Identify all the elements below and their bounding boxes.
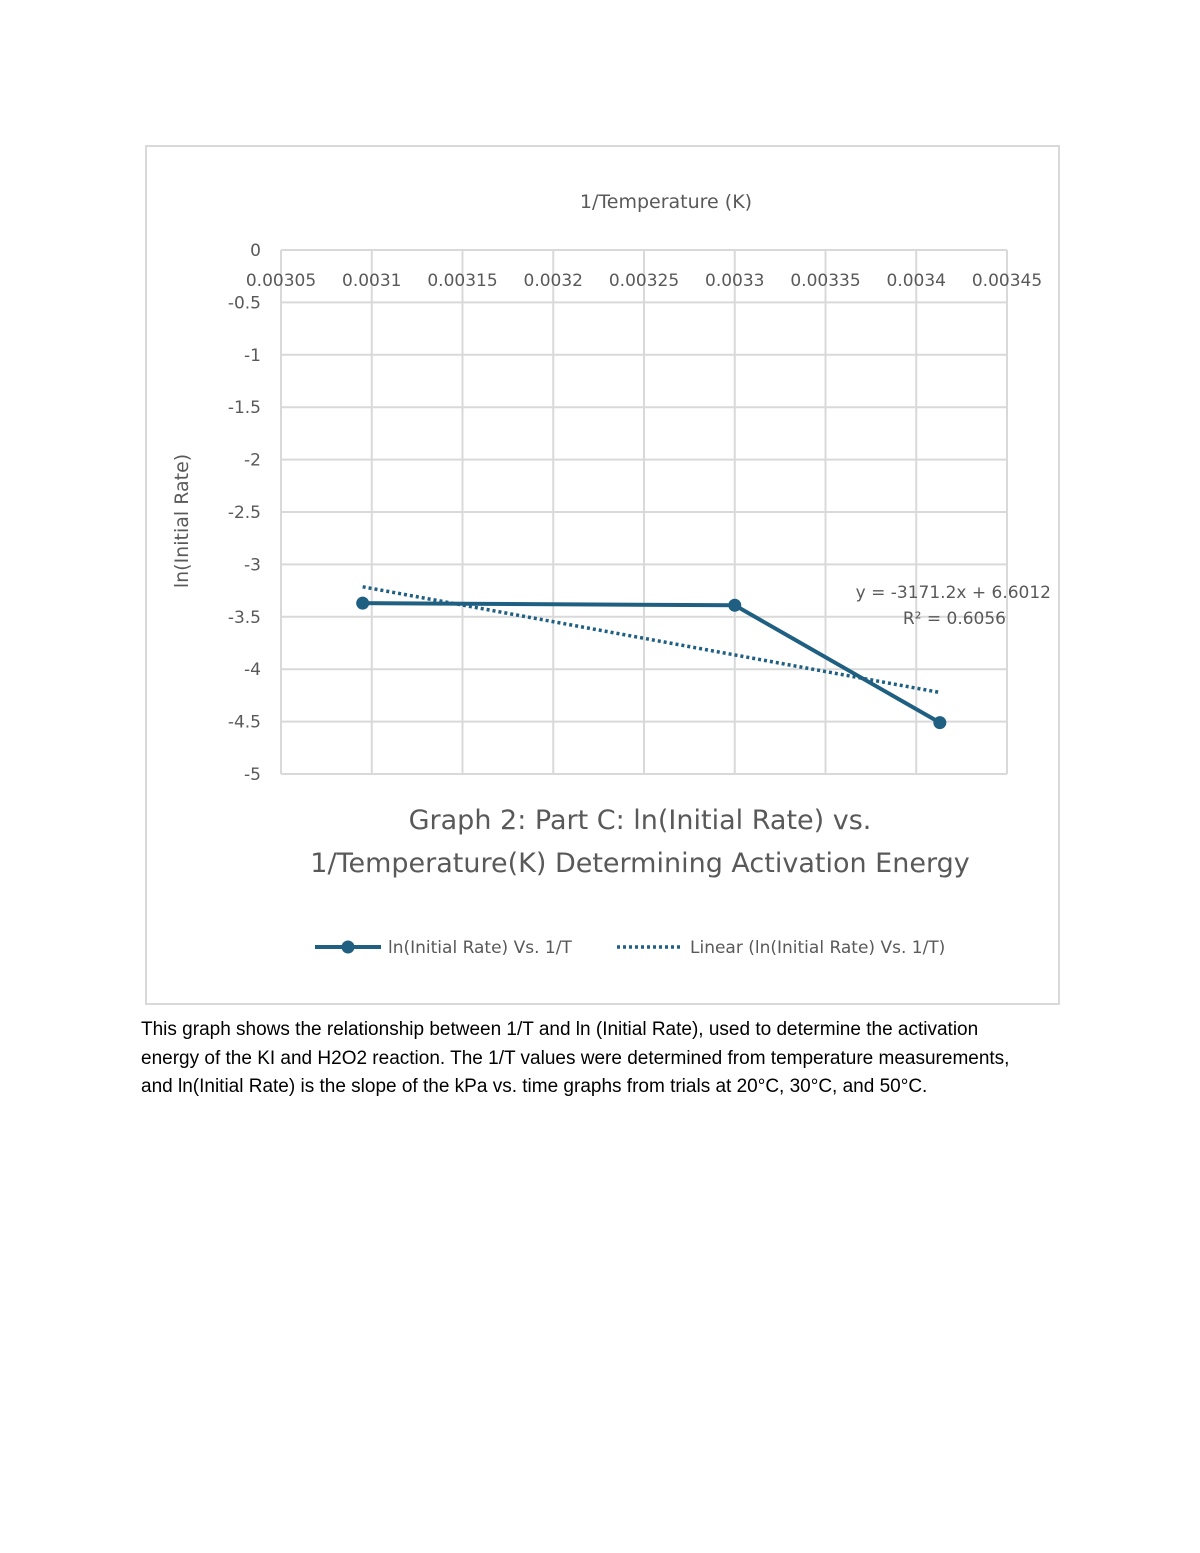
y-tick-label: -2.5 bbox=[228, 503, 261, 523]
chart-title-line-2: 1/Temperature(K) Determining Activation … bbox=[310, 848, 969, 879]
series-layer bbox=[356, 596, 947, 730]
x-tick-label: 0.00345 bbox=[972, 271, 1042, 291]
figure-caption: This graph shows the relationship betwee… bbox=[141, 1019, 1010, 1097]
data-point bbox=[356, 596, 370, 610]
y-tick-label: -0.5 bbox=[228, 293, 261, 313]
x-tick-label: 0.00325 bbox=[609, 271, 679, 291]
x-tick-label: 0.00305 bbox=[246, 271, 316, 291]
chart-title-line-1: Graph 2: Part C: ln(Initial Rate) vs. bbox=[409, 805, 872, 836]
series-line bbox=[362, 601, 941, 725]
chart-svg: 0-0.5-1-1.5-2-2.5-3-3.5-4-4.5-5 0.00305 0… bbox=[171, 191, 1051, 958]
y-axis-title: ln(Initial Rate) bbox=[171, 454, 193, 588]
y-tick-label: -3.5 bbox=[228, 608, 261, 628]
x-axis-title: 1/Temperature (K) bbox=[580, 191, 752, 213]
y-tick-label: -2 bbox=[244, 451, 261, 471]
chart-frame bbox=[145, 145, 1060, 1005]
data-point bbox=[933, 716, 947, 730]
y-tick-label: -4 bbox=[244, 660, 261, 680]
y-tick-label: -1.5 bbox=[228, 398, 261, 418]
trendline-equation: y = -3171.2x + 6.6012 bbox=[856, 583, 1051, 603]
y-tick-labels: 0 -0.5 -1 -1.5 -2 -2.5 -3 -3.5 -4 -4.5 -5 bbox=[228, 241, 261, 785]
legend-series-label: ln(Initial Rate) Vs. 1/T bbox=[388, 938, 572, 958]
grid-lines bbox=[280, 249, 1008, 775]
y-tick-label: -4.5 bbox=[228, 713, 261, 733]
trendline-r2: R² = 0.6056 bbox=[903, 609, 1006, 629]
legend-trend-label: Linear (ln(Initial Rate) Vs. 1/T) bbox=[690, 938, 945, 958]
y-tick-label: 0 bbox=[250, 241, 261, 261]
x-tick-label: 0.0034 bbox=[887, 271, 946, 291]
legend-series-marker bbox=[341, 940, 355, 954]
x-tick-label: 0.00315 bbox=[427, 271, 497, 291]
x-tick-label: 0.0033 bbox=[705, 271, 764, 291]
y-tick-label: -3 bbox=[244, 555, 261, 575]
x-tick-label: 0.0032 bbox=[524, 271, 583, 291]
data-point bbox=[728, 598, 742, 612]
x-tick-labels: 0.00305 0.0031 0.00315 0.0032 0.00325 0.0033 0… bbox=[246, 271, 1042, 291]
legend: ln(Initial Rate) Vs. 1/T Linear (ln(Init… bbox=[315, 938, 945, 958]
y-tick-label: -1 bbox=[244, 346, 261, 366]
x-tick-label: 0.00335 bbox=[790, 271, 860, 291]
x-tick-label: 0.0031 bbox=[342, 271, 401, 291]
y-tick-label: -5 bbox=[244, 765, 261, 785]
